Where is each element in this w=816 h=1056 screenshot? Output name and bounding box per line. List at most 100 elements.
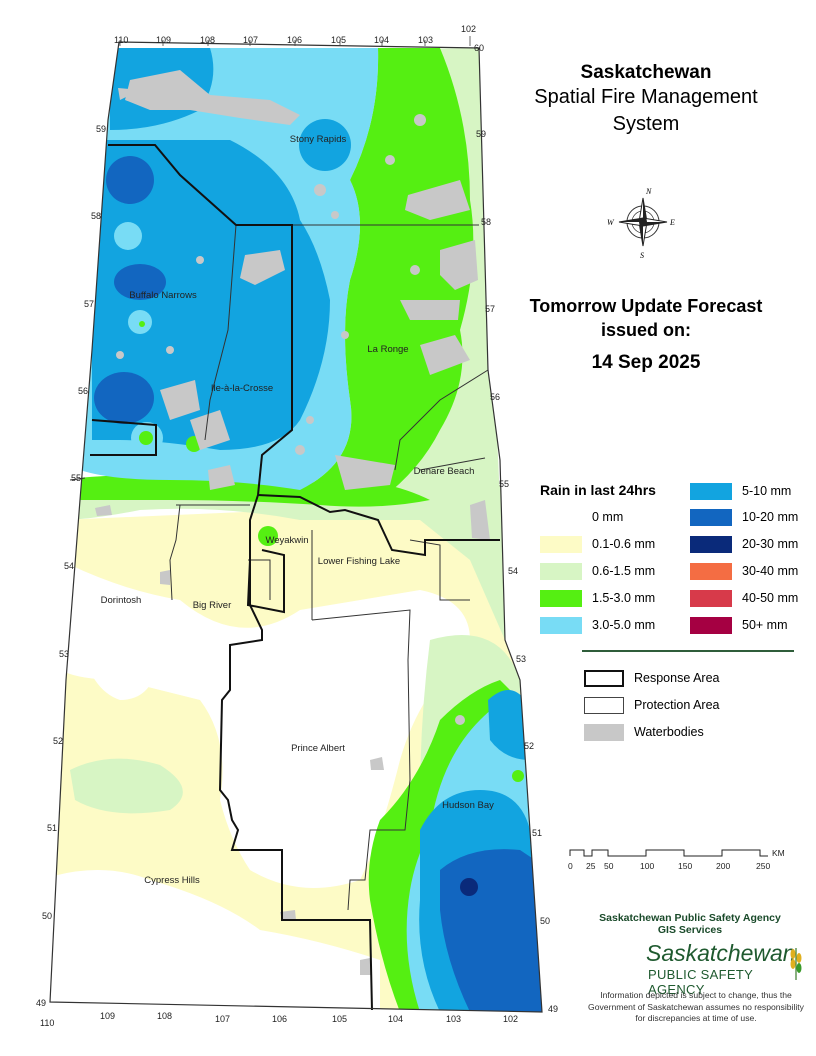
place-weyakwin: Weyakwin [265, 535, 308, 546]
logo-subtitle: PUBLIC SAFETY AGENCY [648, 967, 753, 997]
lat-right-60: 60 [474, 43, 484, 53]
legend-item-0mm: 0 mm [540, 507, 623, 527]
lat-left-56: 56 [78, 386, 88, 396]
place-buffalo-narrows: Buffalo Narrows [129, 290, 197, 301]
lon-bottom-107: 107 [215, 1014, 230, 1024]
place-la-ronge: La Ronge [367, 344, 408, 355]
compass-w: W [607, 218, 615, 227]
scale-label-150: 150 [678, 861, 692, 871]
legend-swatch [540, 616, 582, 634]
compass-n: N [645, 187, 652, 196]
lon-bottom-109: 109 [100, 1011, 115, 1021]
map-title: Saskatchewan Spatial Fire Management Sys… [496, 62, 796, 138]
scale-label-100: 100 [640, 861, 654, 871]
lat-right-56: 56 [490, 392, 500, 402]
legend-item-response-area: Response Area [584, 668, 719, 688]
legend-item-40-50mm: 40-50 mm [690, 588, 798, 608]
legend-item-1.5-3.0mm: 1.5-3.0 mm [540, 588, 655, 608]
place-dorintosh: Dorintosh [101, 595, 142, 606]
place-stony-rapids: Stony Rapids [290, 134, 347, 145]
forecast-heading: Tomorrow Update Forecast [529, 296, 763, 316]
agency-name: Saskatchewan Public Safety Agency [599, 912, 781, 924]
agency-credit: Saskatchewan Public Safety Agency GIS Se… [575, 912, 805, 936]
scale-label-250: 250 [756, 861, 770, 871]
title-province: Saskatchewan [580, 62, 712, 83]
legend-label: 50+ mm [742, 618, 788, 632]
legend-swatch [690, 616, 732, 634]
legend-swatch [690, 562, 732, 580]
compass-s: S [640, 251, 644, 260]
legend-title: Rain in last 24hrs [540, 482, 656, 498]
forecast-date: 14 Sep 2025 [591, 352, 701, 373]
legend-item-20-30mm: 20-30 mm [690, 534, 798, 554]
legend-label: 20-30 mm [742, 537, 799, 551]
response-area-boundaries [90, 144, 500, 1011]
lon-bottom-105: 105 [332, 1014, 347, 1024]
disclaimer-text: Information depicted is subject to chang… [588, 990, 804, 1023]
legend-swatch [690, 589, 732, 607]
compass-rose-icon: N E S W [607, 187, 675, 260]
lon-top-110: 110 [114, 35, 128, 45]
lat-right-50: 50 [540, 916, 550, 926]
legend-item-waterbodies: Waterbodies [584, 722, 704, 742]
legend-swatch [540, 562, 582, 580]
forecast-issued-on: issued on: [600, 320, 691, 340]
place-hudson-bay: Hudson Bay [442, 800, 494, 811]
legend-item-10-20mm: 10-20 mm [690, 507, 798, 527]
legend-label: 1.5-3.0 mm [592, 591, 656, 605]
lon-top-109: 109 [156, 35, 171, 45]
lat-right-59: 59 [476, 129, 486, 139]
legend-item-5-10mm: 5-10 mm [690, 481, 791, 501]
lat-right-53: 53 [516, 654, 526, 664]
legend-item-3.0-5.0mm: 3.0-5.0 mm [540, 615, 655, 635]
lon-bottom-110: 110 [40, 1018, 54, 1028]
lat-left-49: 49 [36, 998, 46, 1008]
lat-left-52: 52 [53, 736, 63, 746]
graticule-ticks [119, 36, 471, 46]
title-system-line1: Spatial Fire Management [534, 86, 758, 108]
scale-unit: KM [772, 848, 785, 858]
lon-top-102: 102 [461, 24, 476, 34]
legend-swatch [540, 589, 582, 607]
lat-left-54: 54 [64, 561, 74, 571]
lon-top-104: 104 [374, 35, 389, 45]
legend-item-50plus-mm: 50+ mm [690, 615, 788, 635]
lat-right-55: 55 [499, 479, 509, 489]
legend-swatch [690, 508, 732, 526]
scale-label-0: 0 [568, 861, 573, 871]
place-big-river: Big River [193, 600, 232, 611]
lon-top-106: 106 [287, 35, 302, 45]
legend-label: 0.6-1.5 mm [592, 564, 656, 578]
lat-right-58: 58 [481, 217, 491, 227]
lat-right-54: 54 [508, 566, 518, 576]
compass-e: E [669, 218, 675, 227]
legend-swatch [690, 535, 732, 553]
scale-label-25: 25 [586, 861, 596, 871]
agency-logo: Saskatchewan PUBLIC SAFETY AGENCY [640, 940, 810, 997]
lon-bottom-108: 108 [157, 1011, 172, 1021]
legend-item-0.6-1.5mm: 0.6-1.5 mm [540, 561, 655, 581]
lon-bottom-106: 106 [272, 1014, 287, 1024]
province-outline [49, 41, 543, 1013]
legend-label: 0 mm [592, 510, 624, 524]
lat-left-50: 50 [42, 911, 52, 921]
scale-bar: 0 25 50 100 150 200 250 KM [568, 848, 785, 871]
legend-label: 5-10 mm [742, 484, 792, 498]
lat-left-53: 53 [59, 649, 69, 659]
scale-label-200: 200 [716, 861, 730, 871]
place-denare-beach: Denare Beach [414, 466, 475, 477]
legend-label: 40-50 mm [742, 591, 799, 605]
legend-label: 3.0-5.0 mm [592, 618, 656, 632]
legend-swatch [540, 508, 582, 526]
lat-left-57: 57 [84, 299, 94, 309]
lon-top-107: 107 [243, 35, 258, 45]
place-prince-albert: Prince Albert [291, 743, 345, 754]
legend-label: 10-20 mm [742, 510, 799, 524]
forecast-block: Tomorrow Update Forecast issued on: 14 S… [496, 294, 796, 374]
waterbodies [95, 70, 490, 975]
lat-right-49: 49 [548, 1004, 558, 1014]
lat-left-59: 59 [96, 124, 106, 134]
legend-label: Response Area [634, 671, 720, 685]
